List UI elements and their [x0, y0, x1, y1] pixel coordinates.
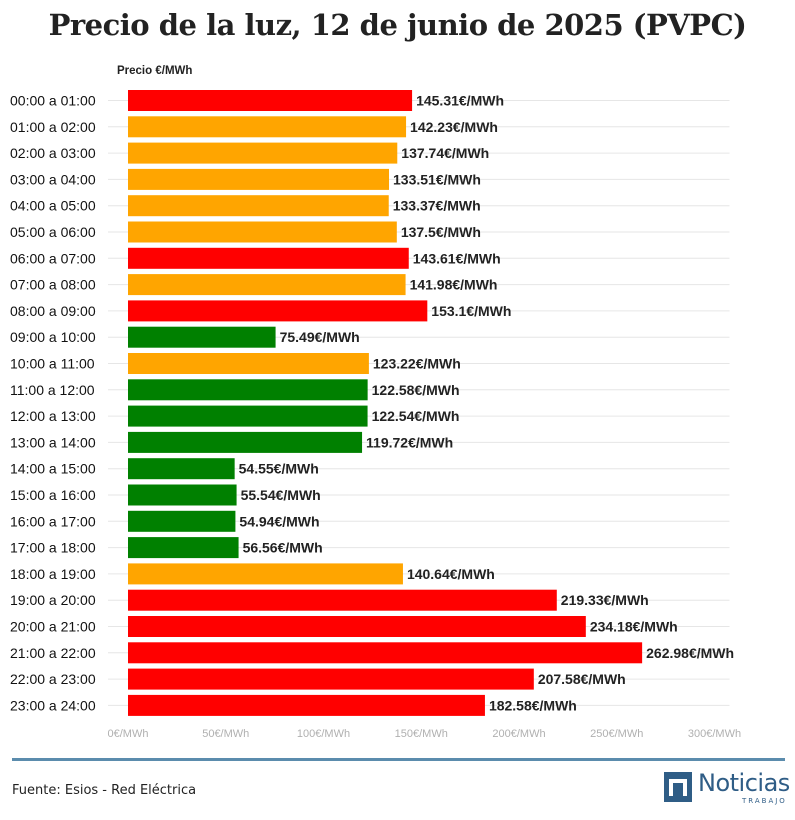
y-axis-label: Precio €/MWh [117, 65, 192, 77]
bar-21 [128, 642, 643, 664]
category-label: 15:00 a 16:00 [10, 487, 96, 503]
value-label: 137.5€/MWh [401, 224, 481, 240]
value-label: 119.72€/MWh [366, 434, 453, 450]
value-label: 182.58€/MWh [489, 697, 577, 713]
value-label: 133.37€/MWh [393, 198, 481, 214]
x-tick-label: 0€/MWh [108, 728, 149, 740]
category-label: 01:00 a 02:00 [10, 119, 96, 135]
category-label: 05:00 a 06:00 [10, 224, 96, 240]
bar-chart: Precio €/MWh 00:00 a 01:00 01:00 a 02:00 0… [10, 65, 741, 740]
bar-0 [128, 90, 413, 111]
source-note: Fuente: Esios - Red Eléctrica [12, 783, 197, 798]
x-tick-label: 150€/MWh [395, 728, 448, 740]
x-tick-label: 100€/MWh [297, 728, 350, 740]
category-label: 14:00 a 15:00 [10, 461, 96, 477]
value-label: 207.58€/MWh [538, 671, 626, 687]
value-label: 262.98€/MWh [646, 645, 734, 661]
value-label: 54.55€/MWh [239, 461, 319, 477]
category-label: 13:00 a 14:00 [10, 434, 96, 450]
bar-3 [128, 168, 390, 190]
category-label: 09:00 a 10:00 [10, 329, 96, 345]
bar-1 [128, 116, 407, 138]
bar-10 [128, 353, 369, 374]
value-label: 122.54€/MWh [372, 408, 460, 424]
value-label: 123.22€/MWh [373, 356, 461, 372]
category-label: 22:00 a 23:00 [10, 671, 96, 687]
logo-subtitle: TRABAJO [742, 797, 787, 805]
category-label: 03:00 a 04:00 [10, 171, 96, 187]
bar-22 [128, 668, 534, 690]
category-label: 06:00 a 07:00 [10, 250, 96, 266]
category-label: 11:00 a 12:00 [10, 382, 95, 398]
bar-23 [128, 694, 485, 716]
category-label: 04:00 a 05:00 [10, 198, 96, 214]
x-tick-label: 200€/MWh [492, 728, 545, 740]
bar-2 [128, 142, 398, 164]
category-label: 12:00 a 13:00 [10, 408, 96, 424]
logo-wordmark: Noticias [698, 769, 790, 797]
category-label: 16:00 a 17:00 [10, 513, 96, 529]
value-label: 122.58€/MWh [372, 382, 460, 398]
brand-logo: Noticias TRABAJO [664, 769, 790, 805]
value-label: 133.51€/MWh [393, 171, 481, 187]
bar-17 [128, 537, 239, 559]
value-label: 145.31€/MWh [416, 93, 504, 109]
value-label: 142.23€/MWh [410, 119, 498, 135]
bar-12 [128, 405, 368, 427]
bar-18 [128, 563, 403, 585]
bar-9 [128, 326, 276, 348]
bar-7 [128, 274, 406, 296]
category-label: 18:00 a 19:00 [10, 566, 96, 582]
bar-16 [128, 510, 236, 532]
bar-19 [128, 589, 557, 611]
value-label: 55.54€/MWh [241, 487, 321, 503]
value-label: 143.61€/MWh [413, 250, 501, 266]
x-tick-label: 50€/MWh [202, 728, 249, 740]
logo-n-icon [664, 772, 692, 802]
value-label: 234.18€/MWh [590, 619, 678, 635]
footer-divider [12, 758, 785, 761]
category-label: 19:00 a 20:00 [10, 592, 96, 608]
bar-20 [128, 616, 586, 637]
value-label: 56.56€/MWh [243, 540, 323, 556]
value-label: 140.64€/MWh [407, 566, 495, 582]
category-label: 07:00 a 08:00 [10, 277, 96, 293]
bar-5 [128, 221, 397, 243]
category-label: 08:00 a 09:00 [10, 303, 96, 319]
category-label: 23:00 a 24:00 [10, 697, 96, 713]
category-label: 20:00 a 21:00 [10, 619, 96, 635]
category-label: 02:00 a 03:00 [10, 145, 96, 161]
bar-6 [128, 247, 409, 269]
bar-4 [128, 195, 389, 217]
value-label: 153.1€/MWh [431, 303, 511, 319]
category-label: 00:00 a 01:00 [10, 93, 96, 109]
x-tick-label: 250€/MWh [590, 728, 643, 740]
category-label: 10:00 a 11:00 [10, 356, 95, 372]
category-label: 17:00 a 18:00 [10, 540, 96, 556]
value-label: 219.33€/MWh [561, 592, 649, 608]
bar-15 [128, 484, 237, 506]
bar-8 [128, 300, 428, 322]
bar-13 [128, 431, 363, 453]
chart-title: Precio de la luz, 12 de junio de 2025 (P… [48, 8, 747, 42]
value-label: 75.49€/MWh [280, 329, 360, 345]
value-label: 54.94€/MWh [239, 513, 319, 529]
x-tick-label: 300€/MWh [688, 728, 741, 740]
bar-11 [128, 379, 368, 401]
value-label: 137.74€/MWh [401, 145, 489, 161]
category-label: 21:00 a 22:00 [10, 645, 96, 661]
bar-14 [128, 458, 235, 480]
value-label: 141.98€/MWh [410, 277, 498, 293]
